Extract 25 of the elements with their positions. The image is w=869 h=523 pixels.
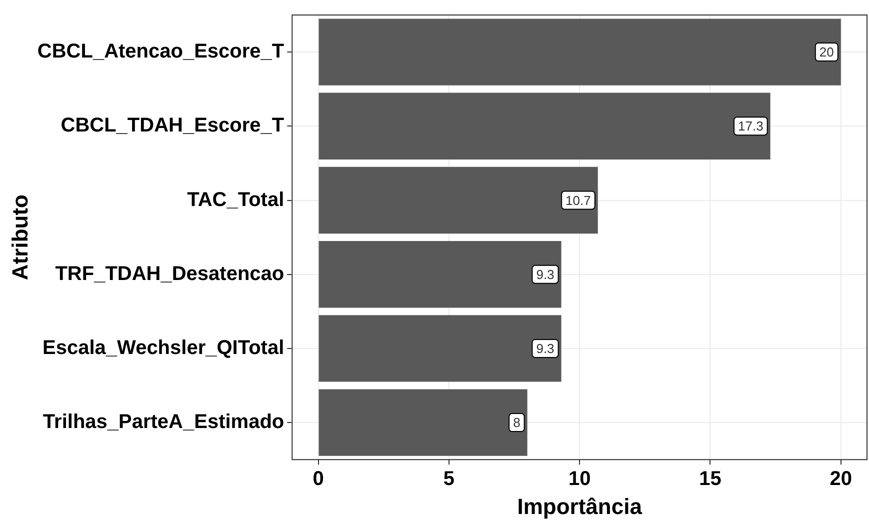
bar — [318, 315, 562, 382]
data-label: 9.3 — [536, 266, 554, 282]
y-tick-label: Escala_Wechsler_QITotal — [42, 336, 284, 359]
data-label: 8 — [513, 415, 520, 430]
x-tick-label: 0 — [312, 468, 324, 490]
y-tick-label: CBCL_TDAH_Escore_T — [60, 114, 284, 137]
data-label: 17.3 — [738, 118, 764, 134]
bar — [318, 241, 562, 308]
y-axis-title: Atributo — [7, 194, 32, 280]
y-tick-label: Trilhas_ParteA_Estimado — [42, 411, 284, 434]
bar — [318, 18, 841, 86]
x-axis-title: Importância — [517, 494, 643, 519]
data-label: 10.7 — [566, 192, 591, 208]
bar — [318, 92, 770, 160]
x-tick-label: 15 — [699, 468, 722, 490]
x-tick-label: 20 — [830, 468, 852, 490]
y-tick-label: TRF_TDAH_Desatencao — [55, 262, 284, 285]
bar — [318, 166, 598, 234]
x-tick-label: 10 — [568, 468, 591, 490]
data-label: 20 — [819, 44, 834, 60]
y-tick-label: CBCL_Atencao_Escore_T — [37, 40, 284, 63]
bar — [318, 389, 528, 456]
x-tick-label: 5 — [443, 468, 454, 490]
data-label: 9.3 — [536, 341, 554, 356]
y-tick-label: TAC_Total — [187, 188, 284, 211]
